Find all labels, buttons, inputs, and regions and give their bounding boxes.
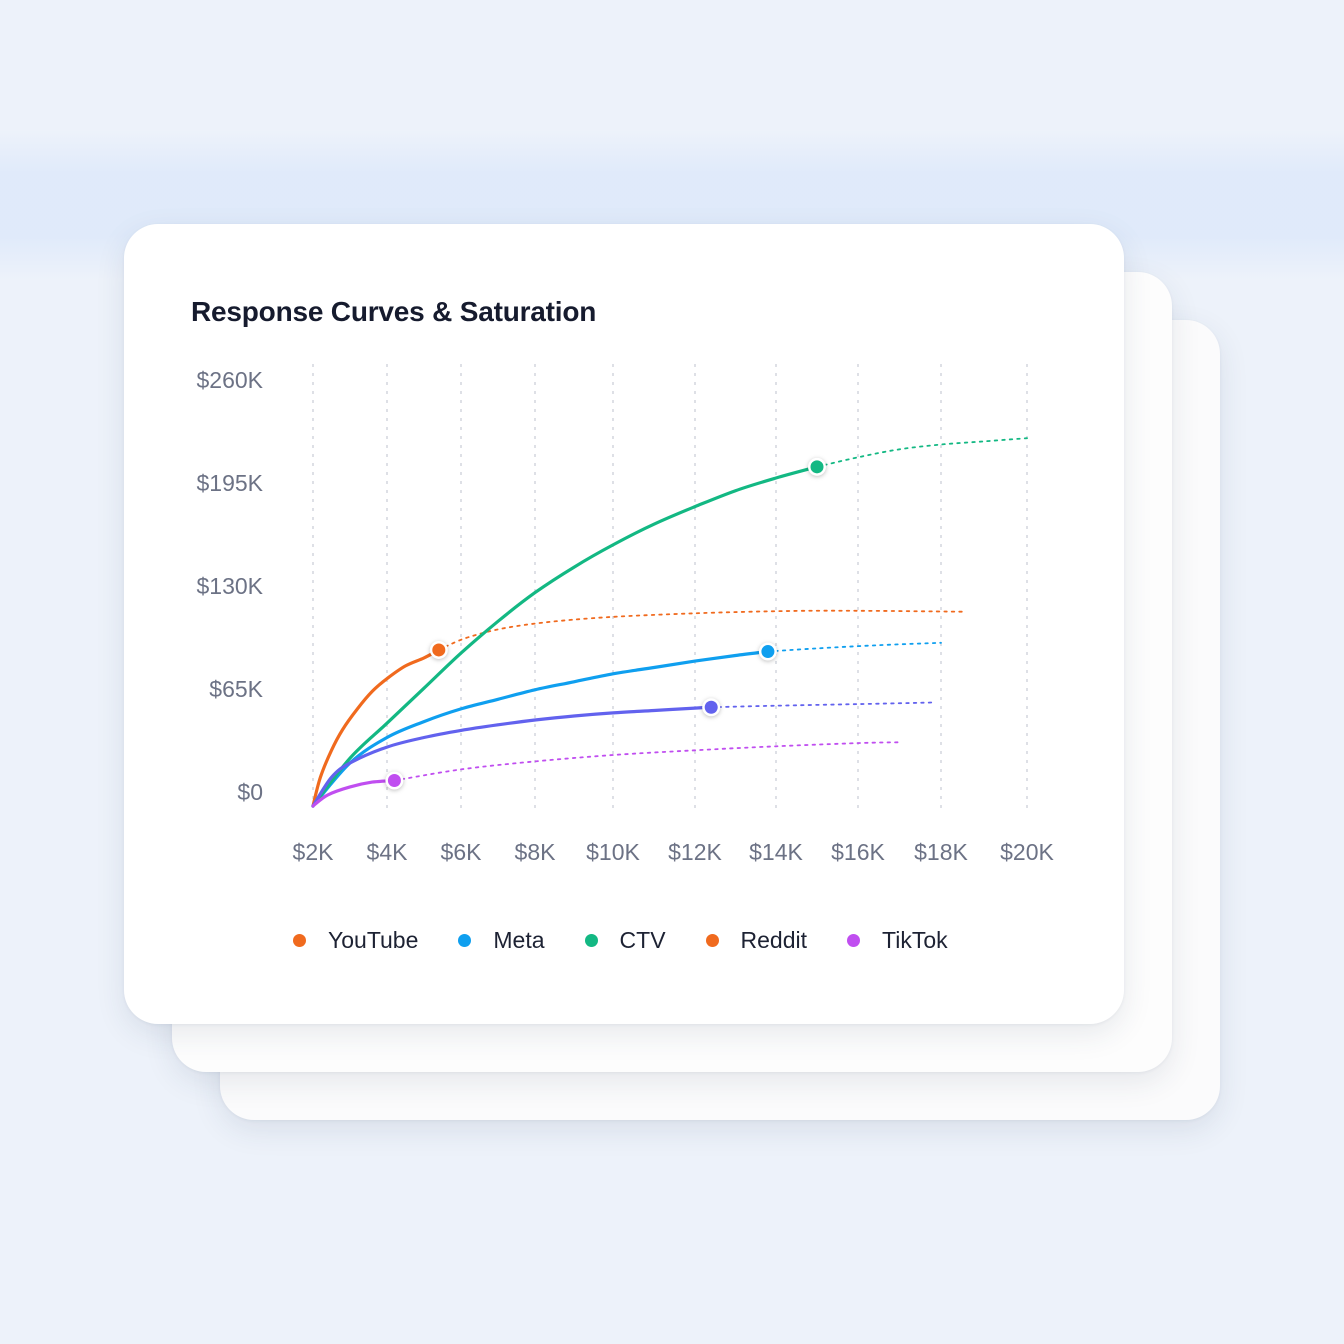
legend-label: YouTube — [328, 926, 419, 953]
series-line-ctv — [311, 465, 819, 808]
x-tick-label: $6K — [441, 839, 483, 865]
x-tick-label: $2K — [293, 839, 335, 865]
chart-legend: YouTube Meta CTV Reddit TikTok — [293, 922, 988, 958]
x-tick-label: $18K — [914, 839, 968, 865]
legend-item-reddit[interactable]: Reddit — [705, 926, 808, 954]
chart-card — [124, 224, 1124, 1024]
series-projection-reddit — [710, 701, 934, 709]
legend-item-tiktok[interactable]: TikTok — [847, 927, 948, 954]
x-tick-label: $16K — [831, 839, 885, 865]
y-tick-label: $130K — [196, 573, 263, 599]
legend-dot — [584, 933, 598, 947]
grid-lines — [312, 364, 1028, 810]
legend-label: CTV — [619, 926, 666, 953]
legend-item-meta[interactable]: Meta — [458, 926, 545, 954]
x-axis: $2K $4K $6K $8K $10K $12K $14K $16K $18K $20K — [293, 839, 1055, 865]
x-tick-label: $20K — [1000, 839, 1054, 865]
y-tick-label: $260K — [196, 367, 263, 393]
legend-dot — [705, 933, 719, 947]
x-tick-label: $4K — [367, 839, 409, 865]
x-tick-label: $10K — [586, 839, 640, 865]
legend-dot — [847, 933, 861, 947]
chart-title: Response Curves & Saturation — [191, 296, 597, 327]
x-tick-label: $8K — [515, 839, 557, 865]
series-projection-meta — [767, 641, 942, 653]
legend-item-ctv[interactable]: CTV — [584, 926, 666, 954]
x-tick-label: $12K — [668, 839, 722, 865]
legend-label: TikTok — [882, 926, 948, 953]
y-axis: $0 $65K $130K $195K $260K — [196, 367, 263, 805]
y-tick-label: $0 — [237, 779, 263, 805]
series-projection-ctv — [816, 437, 1028, 468]
current-point-tiktok[interactable] — [387, 774, 401, 788]
legend-item-youtube[interactable]: YouTube — [293, 927, 418, 954]
series-layer — [311, 437, 1028, 808]
current-point-youtube[interactable] — [432, 643, 446, 657]
series-line-meta — [311, 649, 770, 808]
series-line-tiktok — [311, 778, 396, 808]
x-tick-label: $14K — [749, 839, 803, 865]
current-point-meta[interactable] — [761, 645, 775, 659]
current-point-reddit[interactable] — [704, 700, 718, 714]
y-tick-label: $65K — [209, 676, 263, 702]
y-tick-label: $195K — [196, 470, 263, 496]
series-projection-youtube — [437, 609, 964, 651]
series-line-reddit — [311, 705, 713, 808]
legend-dot — [293, 933, 306, 947]
legend-dot — [458, 933, 472, 947]
legend-label: Reddit — [740, 926, 808, 953]
current-point-ctv[interactable] — [810, 460, 824, 474]
series-projection-tiktok — [393, 741, 901, 782]
series-line-youtube — [311, 648, 441, 808]
legend-label: Meta — [493, 926, 545, 953]
